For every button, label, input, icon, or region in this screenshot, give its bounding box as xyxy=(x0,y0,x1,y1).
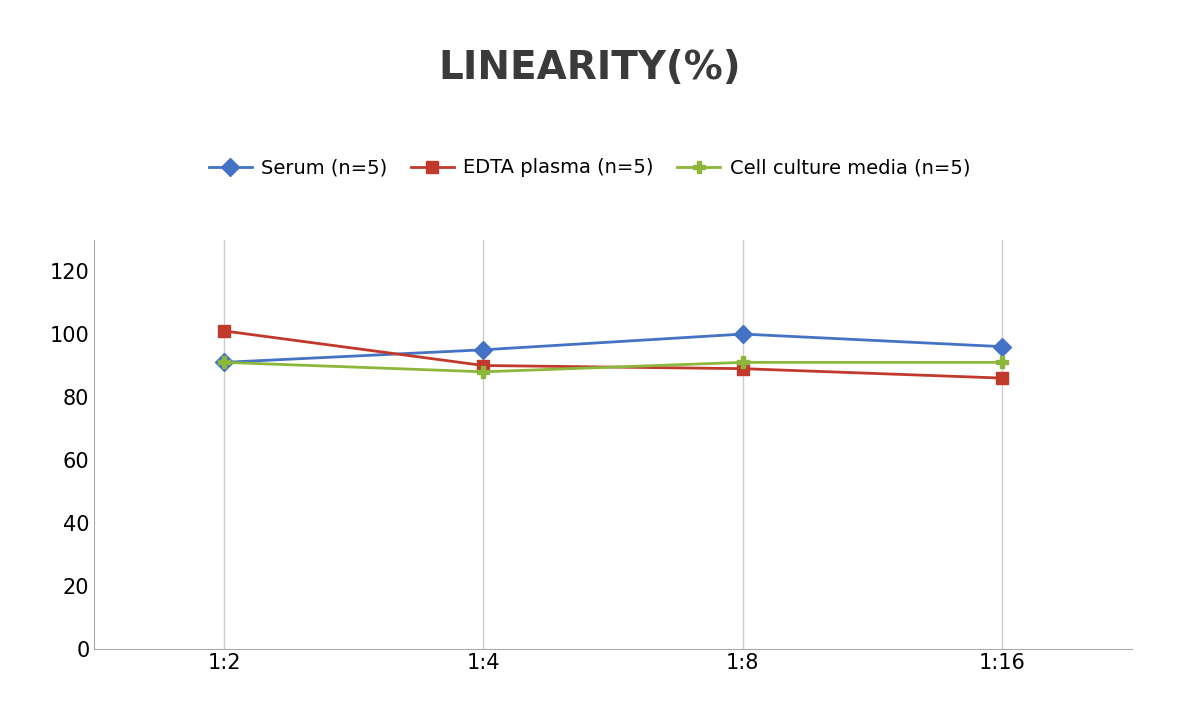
EDTA plasma (n=5) xyxy=(217,326,231,335)
Cell culture media (n=5) xyxy=(217,358,231,367)
EDTA plasma (n=5) xyxy=(736,364,750,373)
EDTA plasma (n=5) xyxy=(995,374,1009,382)
Serum (n=5) xyxy=(736,330,750,338)
Serum (n=5) xyxy=(476,345,490,354)
Legend: Serum (n=5), EDTA plasma (n=5), Cell culture media (n=5): Serum (n=5), EDTA plasma (n=5), Cell cul… xyxy=(200,151,979,185)
Line: Cell culture media (n=5): Cell culture media (n=5) xyxy=(218,356,1008,378)
Cell culture media (n=5) xyxy=(995,358,1009,367)
Line: Serum (n=5): Serum (n=5) xyxy=(218,328,1008,369)
Cell culture media (n=5) xyxy=(476,367,490,376)
Text: LINEARITY(%): LINEARITY(%) xyxy=(439,49,740,87)
EDTA plasma (n=5) xyxy=(476,361,490,369)
Cell culture media (n=5) xyxy=(736,358,750,367)
Line: EDTA plasma (n=5): EDTA plasma (n=5) xyxy=(218,325,1008,384)
Serum (n=5) xyxy=(217,358,231,367)
Serum (n=5) xyxy=(995,343,1009,351)
